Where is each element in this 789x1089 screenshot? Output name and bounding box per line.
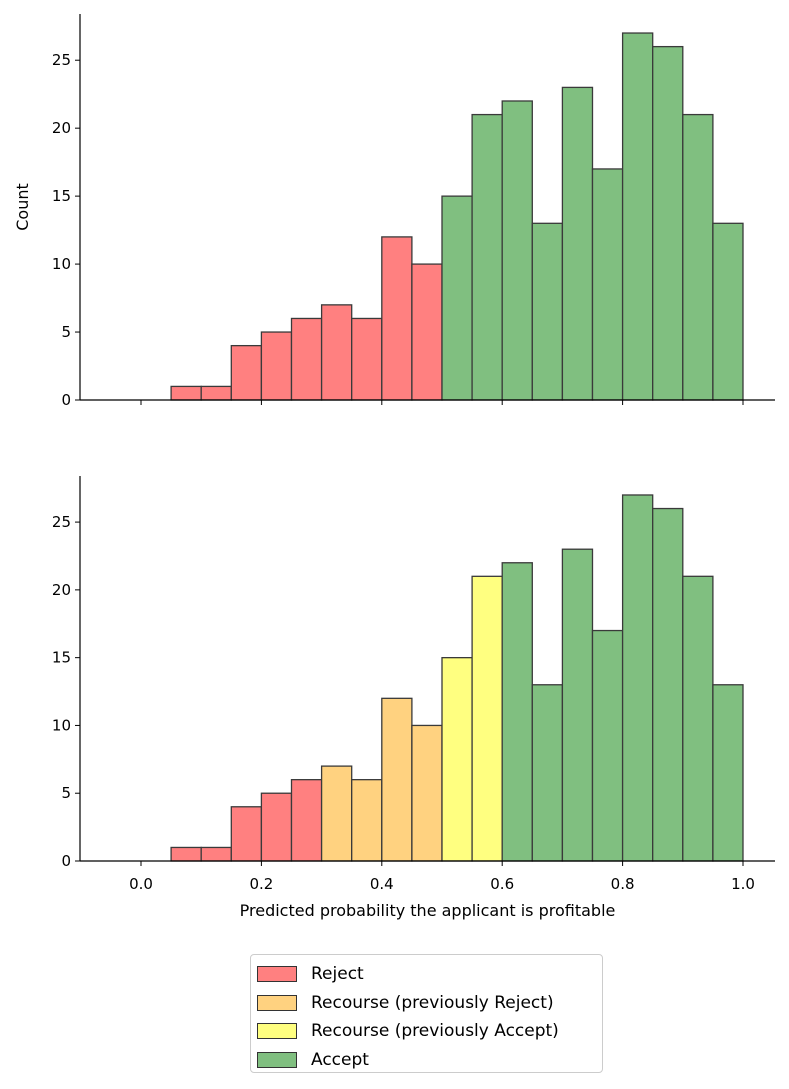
top-bar-5: [320, 304, 353, 401]
top-bar-18: [712, 222, 744, 401]
bottom-ytick-label-4: 20: [52, 581, 71, 599]
top-bar-9: [441, 195, 473, 401]
legend-label-reject: Reject: [311, 964, 364, 985]
top-bar-6: [351, 317, 383, 401]
top-bar-8: [411, 263, 443, 401]
legend-label-recourse-previously-accept: Recourse (previously Accept): [311, 1021, 559, 1042]
top-ytick-label-4: 20: [52, 119, 71, 137]
legend-swatch-reject: [257, 966, 297, 983]
bottom-xtick-label-2: 0.4: [370, 875, 394, 893]
bottom-bar-5: [260, 792, 293, 862]
top-bar-3: [260, 331, 293, 401]
top-bar-11: [501, 100, 533, 401]
legend-item-accept: Accept: [257, 1046, 602, 1075]
bottom-x-axis-title: Predicted probability the applicant is p…: [240, 901, 616, 920]
bottom-bar-15: [561, 548, 594, 862]
bottom-ytick-label-5: 25: [52, 513, 71, 531]
bottom-bar-17: [621, 494, 654, 862]
bottom-ytick-label-2: 10: [52, 716, 71, 734]
bottom-xtick-label-1: 0.2: [249, 875, 273, 893]
bottom-bar-18: [652, 507, 684, 862]
bottom-ytick-label-1: 5: [61, 784, 71, 802]
bottom-bar-20: [712, 684, 744, 862]
legend-swatch-recourse-previously-accept: [257, 1023, 297, 1040]
legend-swatch-recourse-previously-reject: [257, 994, 297, 1011]
legend-label-accept: Accept: [311, 1049, 369, 1070]
top-ytick-label-3: 15: [52, 187, 71, 205]
bottom-xtick-label-3: 0.6: [490, 875, 514, 893]
bottom-bar-19: [682, 575, 714, 862]
legend-item-reject: Reject: [257, 960, 602, 989]
bottom-bar-16: [591, 629, 624, 862]
bottom-bar-14: [531, 684, 564, 862]
bottom-bar-12: [471, 575, 503, 862]
bottom-bar-10: [411, 724, 443, 862]
bottom-bar-4: [230, 806, 263, 862]
legend-item-recourse-previously-accept: Recourse (previously Accept): [257, 1017, 602, 1046]
bottom-bar-13: [501, 562, 533, 862]
bottom-bar-2: [170, 846, 202, 862]
top-bar-14: [591, 168, 624, 401]
bottom-bar-9: [381, 697, 413, 862]
top-bar-10: [471, 113, 503, 401]
bottom-bar-11: [441, 657, 473, 862]
top-bar-16: [652, 45, 684, 401]
top-y-axis-title: Count: [13, 183, 32, 231]
legend-item-recourse-previously-reject: Recourse (previously Reject): [257, 989, 602, 1018]
top-bar-1: [200, 385, 232, 401]
top-bar-17: [682, 113, 714, 401]
bottom-bar-8: [351, 779, 383, 862]
bottom-bar-7: [320, 765, 353, 862]
top-bar-7: [381, 236, 413, 401]
bottom-bar-6: [290, 779, 323, 862]
top-bar-4: [290, 317, 323, 401]
top-bar-12: [531, 222, 564, 401]
bottom-ytick-label-0: 0: [61, 852, 71, 870]
legend-swatch-accept: [257, 1051, 297, 1068]
bottom-xtick-label-0: 0.0: [129, 875, 153, 893]
top-bar-13: [561, 86, 594, 401]
top-bar-0: [170, 385, 202, 401]
top-ytick-label-1: 5: [61, 323, 71, 341]
top-ytick-label-2: 10: [52, 255, 71, 273]
top-ytick-label-5: 25: [52, 51, 71, 69]
bottom-ytick-label-3: 15: [52, 649, 71, 667]
top-bar-2: [230, 344, 263, 401]
bottom-bar-3: [200, 846, 232, 862]
top-ytick-label-0: 0: [61, 391, 71, 409]
bottom-histogram-panel: 0 5 10 15 20 25 0.0 0.2 0.4 0.6 0.8 1.0 Predicted pr…: [52, 476, 775, 920]
top-histogram-panel: 0 5 10 15 20 25 Count: [13, 14, 775, 409]
legend-label-recourse-previously-reject: Recourse (previously Reject): [311, 992, 554, 1013]
bottom-xtick-label-5: 1.0: [731, 875, 755, 893]
top-bar-15: [621, 32, 654, 401]
bottom-xtick-label-4: 0.8: [611, 875, 635, 893]
legend: Reject Recourse (previously Reject) Reco…: [250, 954, 603, 1073]
